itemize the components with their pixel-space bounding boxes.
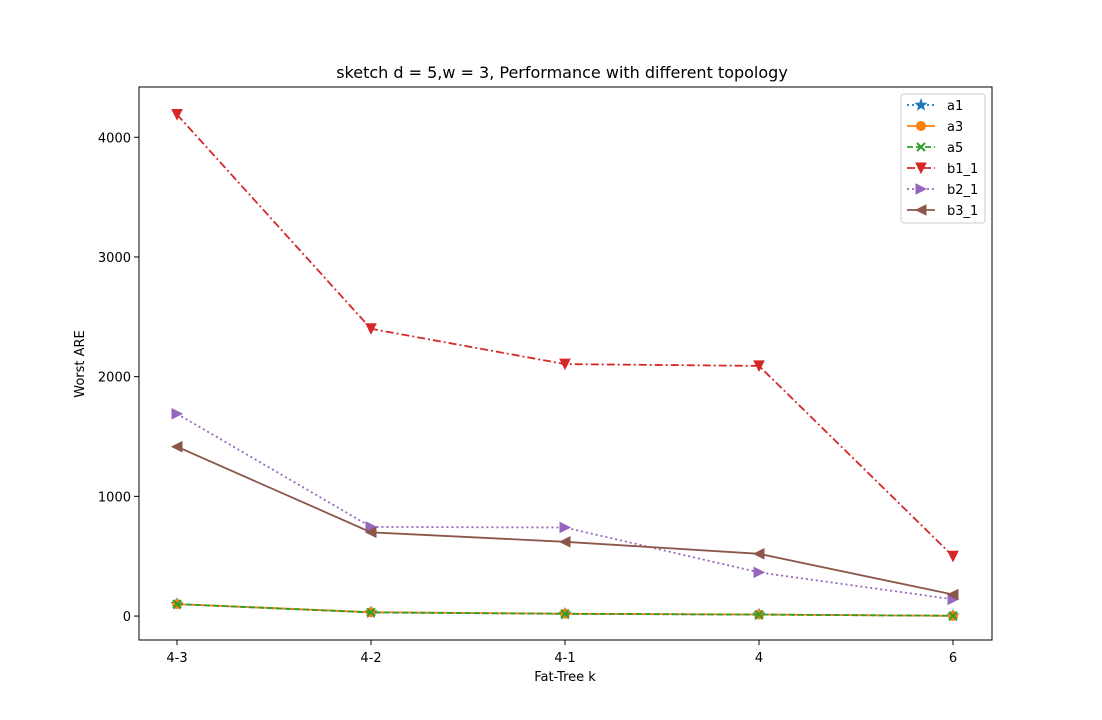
data-point: [364, 526, 377, 539]
data-point: [365, 323, 377, 335]
x-tick-label: 4-3: [166, 651, 187, 666]
data-point: [753, 360, 765, 373]
chart-title: sketch d = 5,w = 3, Performance with dif…: [336, 63, 788, 82]
legend-label: b1_1: [947, 162, 978, 177]
x-tick-label: 6: [949, 651, 957, 666]
legend-label: b2_1: [947, 183, 978, 198]
legend-marker: [915, 183, 928, 195]
legend-item: a5: [907, 141, 963, 156]
data-point: [754, 609, 764, 620]
y-tick-label: 1000: [98, 490, 131, 505]
marker-stroke: [560, 609, 570, 619]
legend-item: a1: [907, 98, 963, 114]
legend-label: a3: [947, 120, 963, 135]
legend-label: b3_1: [947, 204, 978, 219]
data-point: [171, 109, 183, 121]
legend-label: a1: [947, 99, 963, 114]
series-b3_1: [170, 440, 959, 601]
x-tick-label: 4: [755, 651, 763, 666]
axes: 4-3 4-2 4-1 4 6 0 1000 2000 3000 4000: [98, 86, 993, 666]
data-point: [558, 536, 571, 548]
data-point: [171, 407, 184, 420]
x-axis-label: Fat-Tree k: [534, 670, 596, 685]
x-tick-label: 4-2: [360, 651, 381, 666]
legend-item: a3: [907, 120, 963, 135]
marker-stroke: [916, 142, 926, 152]
data-point: [366, 607, 376, 618]
data-point: [172, 599, 182, 609]
x-tick-label: 4-1: [554, 651, 575, 666]
legend-marker: [916, 142, 926, 152]
series-a5: [172, 599, 958, 621]
marker-stroke: [366, 607, 376, 618]
legend-item: b3_1: [907, 204, 978, 219]
data-point: [752, 548, 765, 560]
legend-marker: [914, 98, 928, 111]
series-b2_1: [171, 407, 960, 606]
legend: a1 a3 a5 b1_1 b2_1 b3_1: [900, 93, 986, 224]
data-point: [559, 358, 571, 371]
series-b1_1: [171, 109, 959, 563]
series-a3: [172, 599, 958, 621]
y-tick-label: 0: [123, 610, 131, 625]
y-tick-label: 3000: [98, 251, 131, 266]
data-point: [170, 440, 183, 453]
series-layer: [170, 109, 960, 622]
legend-label: a5: [947, 141, 963, 156]
data-point: [559, 521, 572, 534]
marker-stroke: [754, 609, 764, 620]
legend-marker: [914, 204, 927, 216]
data-point: [948, 611, 958, 621]
series-line: [176, 445, 954, 596]
series-line: [176, 113, 954, 557]
data-point: [947, 550, 959, 563]
data-point: [560, 609, 570, 619]
legend-item: b1_1: [907, 162, 978, 177]
legend-item: b2_1: [907, 183, 978, 198]
legend-marker: [915, 162, 927, 175]
y-tick-label: 4000: [98, 131, 131, 146]
marker-stroke: [948, 611, 958, 621]
marker-stroke: [172, 599, 182, 609]
data-point: [753, 566, 766, 579]
data-point: [946, 588, 959, 601]
y-axis-label: Worst ARE: [73, 330, 88, 398]
y-tick-label: 2000: [98, 371, 131, 386]
legend-marker: [916, 121, 926, 131]
